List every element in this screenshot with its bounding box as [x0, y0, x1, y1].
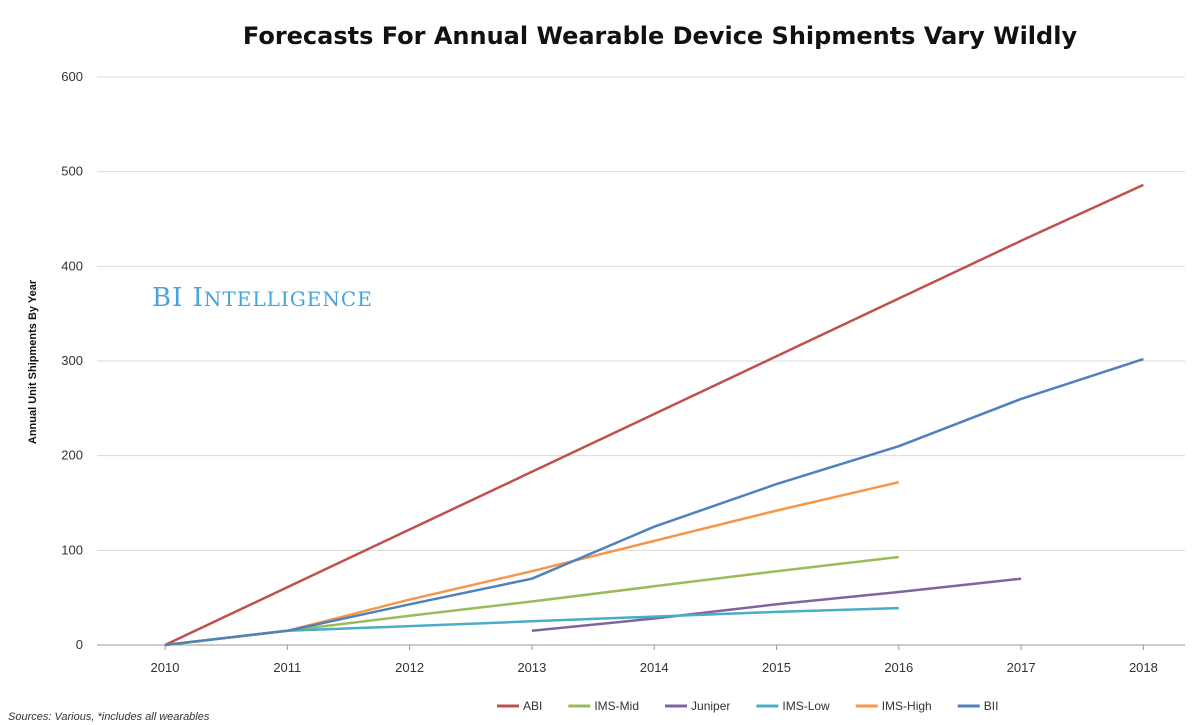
series-line-bii — [164, 357, 1144, 647]
legend-label: BII — [984, 699, 999, 713]
y-tick-label: 100 — [61, 542, 83, 557]
legend-item-ims-mid: IMS-Mid — [568, 699, 639, 713]
axes: 0 100 200 300 400 500 600 2010 2011 2012 2013 2014 2… — [61, 69, 1185, 675]
legend-item-ims-low: IMS-Low — [756, 699, 830, 713]
x-tick-label: 2011 — [273, 660, 301, 675]
y-tick-label: 600 — [61, 69, 83, 84]
legend-item-abi: ABI — [497, 699, 542, 713]
y-tick-label: 300 — [61, 353, 83, 368]
x-tick-label: 2010 — [151, 660, 180, 675]
series-lines — [164, 183, 1144, 647]
x-tick-label: 2013 — [517, 660, 546, 675]
watermark-logo: BI INTELLIGENCE — [152, 283, 373, 313]
y-tick-label: 500 — [61, 164, 83, 179]
legend-label: ABI — [523, 699, 542, 713]
series-line-abi — [164, 183, 1144, 647]
source-note: Sources: Various, *includes all wearable… — [8, 711, 210, 723]
legend: ABI IMS-Mid Juniper IMS-Low IMS-High BII — [497, 699, 998, 713]
x-tick-label: 2017 — [1007, 660, 1036, 675]
x-tick-label: 2014 — [640, 660, 669, 675]
series-line-ims-low — [164, 606, 899, 647]
series-line-juniper — [531, 577, 1022, 633]
y-axis-label: Annual Unit Shipments By Year — [27, 279, 39, 444]
x-tick-label: 2012 — [395, 660, 424, 675]
legend-label: Juniper — [691, 699, 730, 713]
legend-item-bii: BII — [957, 699, 999, 713]
chart-title: Forecasts For Annual Wearable Device Shi… — [243, 22, 1078, 50]
x-tick-label: 2018 — [1129, 660, 1158, 675]
x-tick-label: 2016 — [884, 660, 913, 675]
y-tick-label: 0 — [76, 637, 83, 652]
gridlines — [97, 76, 1185, 551]
legend-item-ims-high: IMS-High — [855, 699, 932, 713]
legend-item-juniper: Juniper — [665, 699, 730, 713]
legend-label: IMS-High — [882, 699, 932, 713]
legend-label: IMS-Low — [782, 699, 830, 713]
y-tick-label: 400 — [61, 258, 83, 273]
legend-label: IMS-Mid — [594, 699, 639, 713]
y-tick-label: 200 — [61, 448, 83, 463]
x-tick-label: 2015 — [762, 660, 791, 675]
